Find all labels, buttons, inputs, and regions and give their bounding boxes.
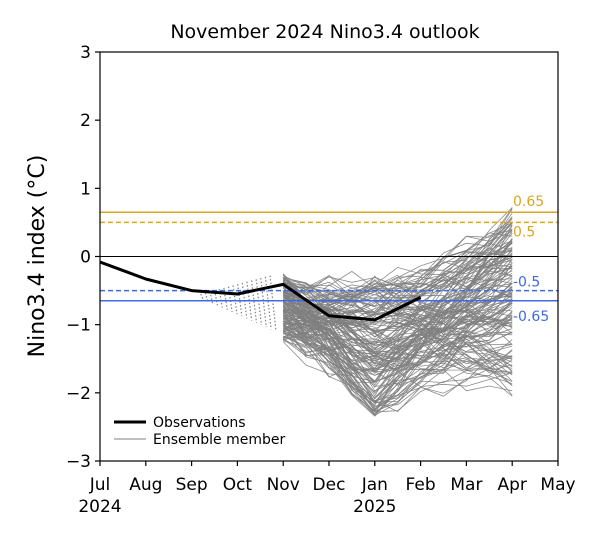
x-tick-label: Apr — [497, 475, 526, 495]
ensemble-member-line — [282, 280, 513, 400]
ensemble-member-line — [283, 256, 513, 383]
ensemble-member-line — [282, 295, 513, 411]
x-tick-label: Jan — [361, 475, 388, 495]
x-tick-label: Feb — [406, 475, 436, 495]
y-tick-label: −1 — [66, 316, 91, 336]
hindcast-member-line — [264, 276, 272, 330]
y-tick-label: 0 — [80, 248, 91, 268]
observations-series — [100, 260, 422, 322]
ensemble-member-line — [283, 278, 513, 335]
ensemble-member-line — [283, 259, 513, 366]
threshold-lines — [100, 211, 558, 302]
x-tick-label: Sep — [176, 475, 208, 495]
ensemble-member-line — [283, 229, 513, 331]
ensemble-member-line — [283, 278, 513, 305]
ensemble-member-line — [283, 277, 513, 353]
hindcast-member-line — [214, 290, 219, 306]
ensemble-member-line — [282, 281, 513, 392]
ensemble-member-line — [283, 280, 513, 396]
ensemble-member-line — [282, 274, 513, 407]
threshold-label: -0.5 — [513, 275, 540, 291]
y-tick-label: −2 — [66, 384, 91, 404]
threshold-label: 0.65 — [513, 194, 544, 210]
ensemble-member-line — [282, 279, 513, 376]
ensemble-member-line — [283, 301, 513, 338]
threshold-label: 0.5 — [513, 224, 535, 240]
ensemble-member-line — [283, 218, 513, 322]
ensemble-member-line — [283, 243, 513, 406]
hindcast-member-line — [250, 280, 258, 323]
x-tick-year-label: 2024 — [78, 497, 121, 517]
x-tick-label: May — [540, 475, 575, 495]
ensemble-lines — [282, 207, 513, 417]
threshold-labels: 0.65 0.5 -0.5 -0.65 — [513, 194, 549, 325]
hindcast-member-line — [223, 287, 228, 310]
ensemble-member-line — [282, 280, 513, 413]
ensemble-member-line — [282, 299, 513, 412]
hindcast-member-line — [246, 281, 253, 321]
hindcast-member-line — [204, 292, 209, 302]
y-tick-label: 2 — [80, 111, 91, 131]
y-tick-label: 3 — [80, 43, 91, 63]
ensemble-member-line — [282, 324, 513, 366]
legend-observations-label: Observations — [153, 415, 246, 431]
hindcast-member-line — [200, 293, 204, 299]
x-tick-label: Mar — [450, 475, 482, 495]
x-tick-year-label: 2025 — [353, 497, 396, 517]
y-tick-label: 1 — [80, 179, 91, 199]
threshold-label: -0.65 — [513, 309, 549, 325]
hindcast-member-line — [232, 285, 238, 315]
x-tick-label: Oct — [223, 475, 253, 495]
ensemble-member-line — [283, 259, 513, 333]
ensemble-member-line — [283, 298, 513, 376]
legend: Observations Ensemble member — [114, 415, 285, 448]
ensemble-member-line — [282, 287, 513, 382]
x-tick-label: Aug — [129, 475, 162, 495]
observations-line — [100, 260, 422, 322]
x-tick-label: Jul — [89, 475, 111, 495]
y-tick-labels: −3 −2 −1 0 1 2 3 — [66, 43, 91, 472]
hindcast-member-line — [255, 279, 262, 326]
x-tick-label: Nov — [267, 475, 300, 495]
ensemble-member-line — [282, 314, 513, 413]
y-axis-label: Nino3.4 index (°C) — [25, 155, 50, 358]
ensemble-member-line — [282, 293, 513, 373]
hindcast-member-line — [260, 277, 267, 328]
ensemble-member-line — [282, 300, 513, 404]
axis-ticks — [95, 51, 559, 466]
ensemble-member-line — [282, 223, 513, 416]
legend-ensemble-label: Ensemble member — [153, 432, 285, 448]
x-tick-label: Dec — [313, 475, 346, 495]
ensemble-member-line — [282, 256, 513, 353]
hindcast-fan — [200, 275, 277, 332]
hindcast-member-line — [269, 275, 277, 332]
ensemble-member-line — [282, 287, 513, 412]
y-tick-label: −3 — [66, 452, 91, 472]
ensemble-member-line — [283, 222, 513, 320]
chart-title: November 2024 Nino3.4 outlook — [170, 21, 479, 43]
ensemble-member-line — [283, 304, 513, 373]
ensemble-member-line — [282, 312, 513, 363]
plot-area — [100, 207, 558, 417]
